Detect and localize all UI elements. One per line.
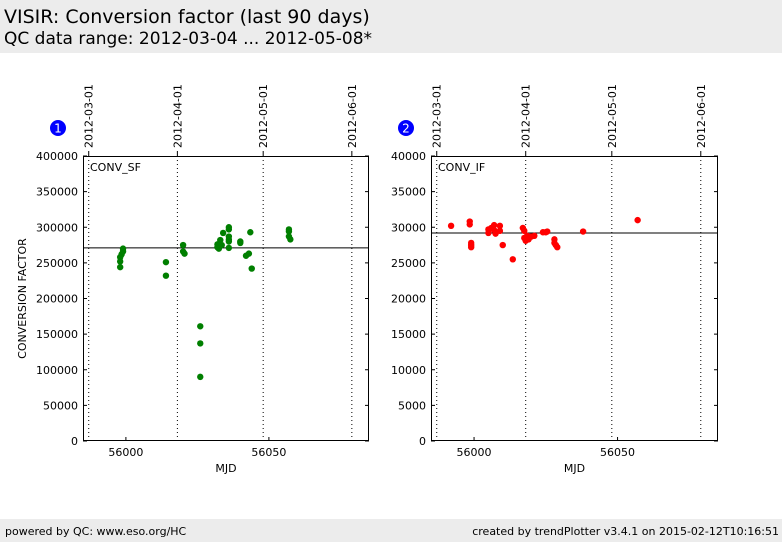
footer-banner: powered by QC: www.eso.org/HC created by… [0,519,782,542]
data-point [119,245,127,252]
date-tick-label: 2012-04-01 [171,84,184,148]
data-point [162,258,170,266]
data-point [447,222,455,230]
data-point [496,222,504,230]
panel-badge-number: 1 [54,122,62,136]
panel-badge [398,120,414,136]
date-tick-label: 2012-05-01 [257,84,270,148]
y-tick-label: 15000 [391,328,426,341]
data-point [197,373,204,381]
data-point [217,236,224,244]
panel-badge [50,120,66,136]
y-tick-label: 400000 [36,150,78,163]
chart-panel-1: 1 2012-03-01 2012-04-01 2012-05-01 2012-06-0… [16,84,369,475]
title-banner: VISIR: Conversion factor (last 90 days) … [0,0,782,53]
date-tick-label: 2012-05-01 [606,84,619,148]
date-tick-label: 2012-06-01 [695,84,708,148]
data-point [181,250,188,257]
data-point [531,232,538,239]
y-tick-label: 5000 [398,399,426,412]
x-tick-label: 56000 [108,446,143,459]
y-tick-label: 300000 [36,221,78,234]
data-point [162,272,170,279]
series-label: CONV_IF [438,161,485,174]
series-label: CONV_SF [90,161,141,174]
y-tick-label: 200000 [36,293,78,306]
y-tick-label: 0 [71,435,78,448]
y-tick-label: 350000 [36,186,78,199]
data-point [521,227,528,235]
page-subtitle: QC data range: 2012-03-04 ... 2012-05-08… [4,29,373,49]
data-point [466,221,473,228]
data-point [287,236,294,243]
data-point [499,241,506,249]
data-point [247,229,254,236]
x-tick-label: 56050 [251,446,286,459]
y-tick-label: 20000 [391,293,426,306]
data-point [490,221,498,229]
data-point [225,244,233,252]
y-tick-label: 10000 [391,364,426,377]
x-tick-label: 56000 [457,446,492,459]
data-point [285,228,293,235]
data-point [579,228,587,235]
y-tick-label: 150000 [36,328,78,341]
y-tick-label: 0 [419,435,426,448]
y-axis-label: CONVERSION FACTOR [16,238,29,359]
data-point [197,340,204,347]
data-point [225,238,233,245]
data-point [116,263,124,271]
data-point [496,227,504,235]
data-point [245,250,253,257]
data-point [467,244,475,251]
data-point [218,241,225,249]
y-tick-label: 30000 [391,221,426,234]
data-point [544,228,551,235]
y-tick-label: 35000 [391,186,426,199]
date-tick-label: 2012-03-01 [431,84,444,148]
panel-badge-number: 2 [402,122,410,136]
plot-frame [431,156,718,441]
footer-powered-by[interactable]: powered by QC: www.eso.org/HC [5,525,187,538]
date-tick-label: 2012-03-01 [83,84,96,148]
x-tick-label: 56050 [600,446,635,459]
x-axis-label: MJD [564,462,585,475]
y-tick-label: 250000 [36,257,78,270]
data-point [219,229,227,237]
footer-created-by: created by trendPlotter v3.4.1 on 2015-0… [472,525,779,538]
y-tick-label: 100000 [36,364,78,377]
data-point [554,244,561,251]
x-axis-label: MJD [215,462,236,475]
plot-frame [83,156,369,441]
data-point [248,265,255,272]
y-tick-label: 40000 [391,150,426,163]
charts-area: 1 2012-03-01 2012-04-01 2012-05-01 2012-06-0… [16,84,718,475]
data-point [179,241,187,249]
date-tick-label: 2012-04-01 [520,84,533,148]
data-point [116,258,124,265]
data-point [197,323,204,330]
data-point [225,226,233,233]
date-tick-label: 2012-06-01 [346,84,359,148]
data-point [485,229,492,237]
data-point [509,256,516,263]
data-point [237,239,244,247]
page-title: VISIR: Conversion factor (last 90 days) [4,6,370,28]
y-tick-label: 50000 [43,399,78,412]
y-tick-label: 25000 [391,257,426,270]
chart-panel-2: 2 2012-03-01 2012-04-01 2012-05-01 2012-06-0… [391,84,718,475]
data-point [634,216,641,224]
